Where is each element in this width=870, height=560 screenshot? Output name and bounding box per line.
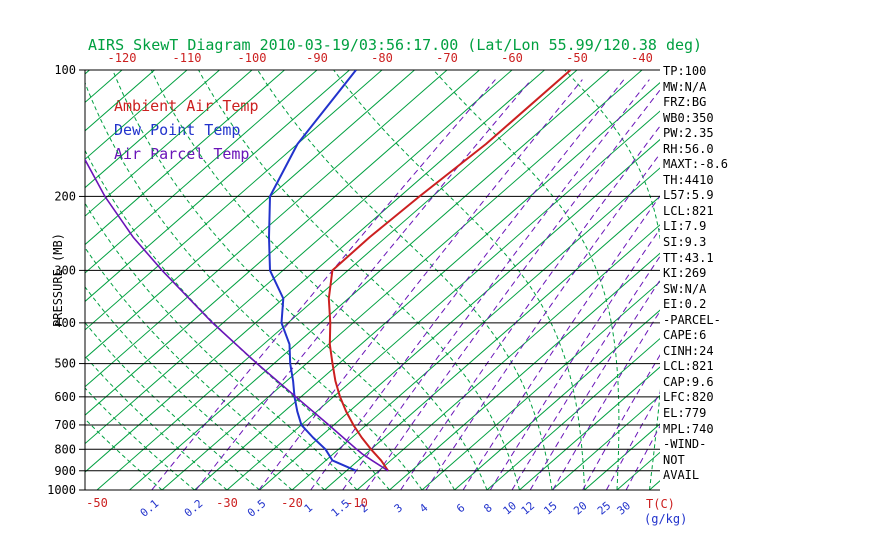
mixing-ratio-tick-label: 25 xyxy=(595,499,614,517)
pressure-tick-label: 500 xyxy=(54,357,76,371)
top-temp-label: -110 xyxy=(173,51,202,65)
mixing-ratio-tick-label: 0.1 xyxy=(138,497,162,520)
side-panel-line: NOT xyxy=(663,452,685,467)
mixing-ratio-lines xyxy=(151,79,660,490)
mixing-ratio-tick-label: 30 xyxy=(615,499,634,517)
pressure-tick-label: 400 xyxy=(54,316,76,330)
mixing-ratio-tick-label: 12 xyxy=(519,499,538,517)
side-panel-line: LCL:821 xyxy=(663,203,714,218)
side-panel-line: SI:9.3 xyxy=(663,235,707,250)
pressure-tick-label: 100 xyxy=(54,63,76,77)
mixing-ratio-tick-label: 8 xyxy=(481,501,494,515)
side-panel-line: KI:269 xyxy=(663,266,707,281)
pressure-tick-label: 700 xyxy=(54,418,76,432)
side-panel-line: MW:N/A xyxy=(663,79,707,94)
top-temp-label: -70 xyxy=(436,51,458,65)
side-panel-line: LFC:820 xyxy=(663,390,714,405)
mixing-ratio-tick-label: 20 xyxy=(571,499,590,517)
mixing-ratio-tick-labels: 0.1 0.2 0.5 1 1.5 2 3 4 6 8 10 12 15 20 25 30 xyxy=(138,497,633,520)
dew-point-temp-curve xyxy=(268,70,357,472)
top-temp-label: -40 xyxy=(631,51,653,65)
legend-dew-point-temp: Dew Point Temp xyxy=(114,121,241,139)
bottom-temp-label: -50 xyxy=(86,496,108,510)
side-panel-line: LCL:821 xyxy=(663,359,714,374)
side-panel-indices: TP:100 MW:N/A FRZ:BG WB0:350 PW:2.35 RH:56.0 M… xyxy=(663,64,728,484)
side-panel-line: TH:4410 xyxy=(663,172,714,187)
top-temp-label: -100 xyxy=(238,51,267,65)
side-panel-line: RH:56.0 xyxy=(663,141,714,156)
pressure-tick-label: 900 xyxy=(54,464,76,478)
top-temp-label: -90 xyxy=(306,51,328,65)
side-panel-line: -WIND- xyxy=(663,437,707,452)
top-temp-label: -50 xyxy=(566,51,588,65)
bottom-temp-label: -10 xyxy=(346,496,368,510)
top-temp-label: -80 xyxy=(371,51,393,65)
mixing-ratio-tick-label: 3 xyxy=(392,501,405,515)
mixing-ratio-tick-label: 1 xyxy=(302,501,315,515)
chart-title: AIRS SkewT Diagram 2010-03-19/03:56:17.0… xyxy=(88,36,703,54)
air-parcel-temp-curve xyxy=(85,158,389,472)
side-panel-line: CAP:9.6 xyxy=(663,374,714,389)
mixing-ratio-tick-label: 0.2 xyxy=(182,497,206,520)
pressure-tick-label: 1000 xyxy=(47,483,76,497)
side-panel-line: EI:0.2 xyxy=(663,297,707,312)
side-panel-line: MAXT:-8.6 xyxy=(663,157,729,172)
temp-unit-label: T(C) xyxy=(646,497,675,511)
side-panel-line: AVAIL xyxy=(663,468,700,483)
side-panel-line: -PARCEL- xyxy=(663,312,721,327)
mixing-ratio-tick-label: 2 xyxy=(357,501,370,515)
ambient-air-temp-curve xyxy=(327,70,572,472)
pressure-tick-label: 200 xyxy=(54,189,76,203)
side-panel-line: PW:2.35 xyxy=(663,126,714,141)
pressure-tick-label: 600 xyxy=(54,390,76,404)
bottom-temp-label: -30 xyxy=(216,496,238,510)
side-panel-line: L57:5.9 xyxy=(663,188,714,203)
side-panel-line: MPL:740 xyxy=(663,421,714,436)
top-temp-label: -60 xyxy=(501,51,523,65)
bottom-temp-label: -20 xyxy=(281,496,303,510)
mixing-ratio-tick-label: 10 xyxy=(501,499,520,517)
pressure-tick-labels: 100 200 300 400 500 600 700 800 900 1000 xyxy=(47,63,76,497)
side-panel-line: TT:43.1 xyxy=(663,250,714,265)
bottom-temp-labels: -50 -30 -20 -10 xyxy=(86,496,368,510)
mixing-ratio-tick-label: 15 xyxy=(541,499,560,517)
pressure-axis-title: PRESSURE (MB) xyxy=(51,233,65,327)
side-panel-line: WB0:350 xyxy=(663,110,714,125)
side-panel-line: EL:779 xyxy=(663,406,707,421)
side-panel-line: FRZ:BG xyxy=(663,95,707,110)
side-panel-line: CINH:24 xyxy=(663,343,714,358)
mixing-ratio-tick-label: 4 xyxy=(417,501,431,515)
side-panel-line: SW:N/A xyxy=(663,281,707,296)
side-panel-line: TP:100 xyxy=(663,64,707,78)
mixing-ratio-unit-label: (g/kg) xyxy=(644,512,687,526)
isotherm-lines xyxy=(85,70,660,490)
top-temp-labels: -120 -110 -100 -90 -80 -70 -60 -50 -40 xyxy=(108,51,653,65)
pressure-tick-label: 800 xyxy=(54,442,76,456)
side-panel-line: LI:7.9 xyxy=(663,219,707,234)
background-field-lines xyxy=(85,70,660,490)
mixing-ratio-tick-label: 6 xyxy=(454,501,467,515)
side-panel-line: CAPE:6 xyxy=(663,328,707,343)
mixing-ratio-tick-label: 0.5 xyxy=(245,497,269,520)
top-temp-label: -120 xyxy=(108,51,137,65)
pressure-grid-lines xyxy=(79,69,660,491)
pressure-tick-label: 300 xyxy=(54,263,76,277)
